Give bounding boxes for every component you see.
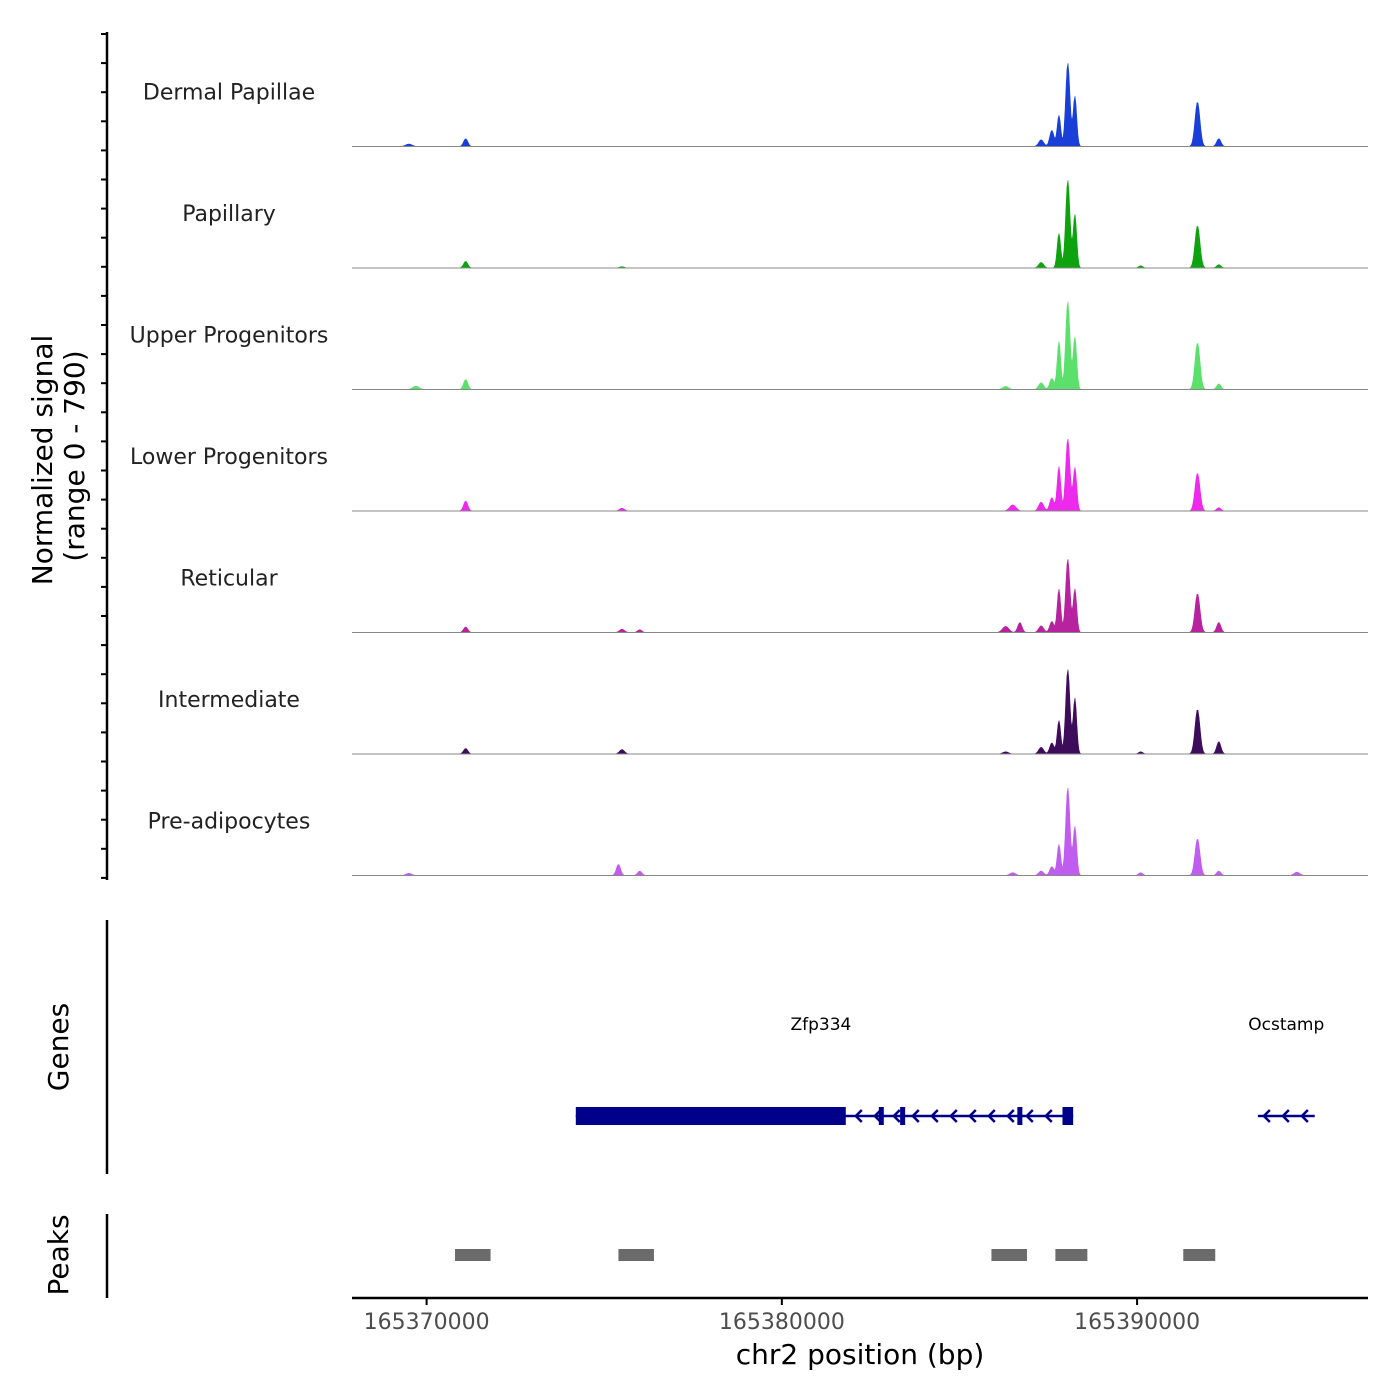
strand-arrow [854, 1109, 863, 1123]
gene-exon-mark [878, 1107, 884, 1125]
strand-arrow [949, 1109, 958, 1123]
track-dermal-papillae: Dermal Papillae [143, 63, 1368, 147]
strand-arrow [911, 1109, 920, 1123]
peak-region [455, 1249, 491, 1261]
strand-arrow [930, 1109, 939, 1123]
gene-ocstamp: Ocstamp [1248, 1015, 1324, 1123]
x-tick-label: 165370000 [364, 1310, 490, 1335]
y-axis-range-label: (range 0 - 790) [58, 350, 91, 561]
gene-exon-block [1062, 1107, 1074, 1125]
signal-tracks: Dermal Papillae Papillary Upper Progenitor… [130, 63, 1368, 876]
peak-region [1183, 1249, 1216, 1261]
signal-area-intermediate [352, 669, 1368, 755]
track-label-dermal-papillae: Dermal Papillae [143, 81, 315, 106]
gene-zfp334: Zfp334 [575, 1015, 1074, 1125]
strand-arrow [1006, 1109, 1015, 1123]
gene-exon-mark [900, 1107, 906, 1125]
strand-arrow [987, 1109, 996, 1123]
signal-area-reticular [352, 559, 1368, 633]
strand-arrow [1262, 1109, 1271, 1123]
x-tick-label: 165380000 [719, 1310, 845, 1335]
peak-region [1055, 1249, 1088, 1261]
track-label-papillary: Papillary [182, 202, 276, 227]
strand-arrow [1300, 1109, 1309, 1123]
track-lower-progenitors: Lower Progenitors [130, 438, 1368, 512]
genes-track-title: Genes [42, 1003, 75, 1091]
gene-label-ocstamp: Ocstamp [1248, 1015, 1324, 1035]
track-label-pre-adipocytes: Pre-adipocytes [148, 810, 311, 835]
strand-arrow [1025, 1109, 1034, 1123]
track-intermediate: Intermediate [158, 669, 1368, 755]
signal-area-lower-progenitors [352, 438, 1368, 512]
x-tick-label: 165390000 [1074, 1310, 1200, 1335]
gene-exon-block [575, 1107, 846, 1125]
strand-arrow [968, 1109, 977, 1123]
y-axis-title: Normalized signal [26, 335, 59, 586]
track-label-lower-progenitors: Lower Progenitors [130, 445, 328, 470]
peaks-track-title: Peaks [42, 1214, 75, 1295]
strand-arrow [1044, 1109, 1053, 1123]
y-axis-ticks [101, 33, 107, 879]
signal-area-upper-progenitors [352, 301, 1368, 390]
track-papillary: Papillary [182, 180, 1368, 269]
x-axis-ticks: 165370000 165380000 165390000 [364, 1298, 1200, 1335]
strand-arrow [873, 1109, 882, 1123]
signal-area-papillary [352, 180, 1368, 269]
track-pre-adipocytes: Pre-adipocytes [148, 787, 1368, 876]
track-label-reticular: Reticular [180, 567, 278, 592]
gene-exon-mark [1017, 1107, 1023, 1125]
gene-label-zfp334: Zfp334 [790, 1015, 851, 1035]
track-reticular: Reticular [180, 559, 1368, 633]
signal-area-dermal-papillae [352, 63, 1368, 147]
signal-area-pre-adipocytes [352, 787, 1368, 876]
peak-region [618, 1249, 654, 1261]
peaks-track [455, 1249, 1216, 1261]
x-axis-title: chr2 position (bp) [736, 1338, 985, 1371]
track-upper-progenitors: Upper Progenitors [130, 301, 1368, 390]
track-label-upper-progenitors: Upper Progenitors [130, 324, 329, 349]
genes-track: Zfp334 Ocstamp [575, 1015, 1324, 1125]
peak-region [991, 1249, 1027, 1261]
strand-arrow [1281, 1109, 1290, 1123]
strand-arrow [892, 1109, 901, 1123]
track-label-intermediate: Intermediate [158, 688, 300, 713]
